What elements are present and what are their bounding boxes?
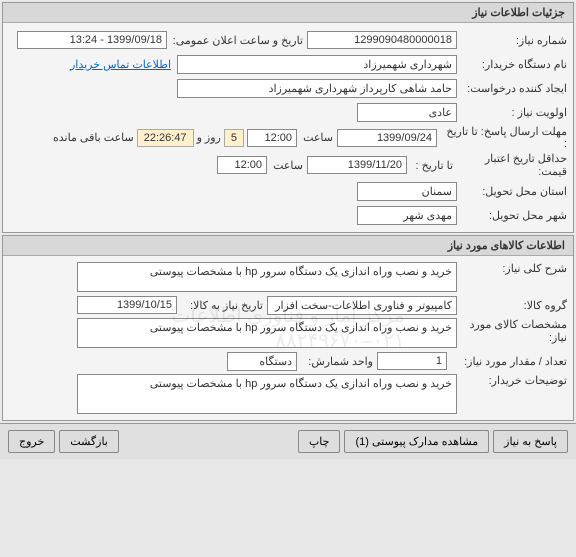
deadline-date: 1399/09/24 <box>337 129 437 147</box>
qty-label: تعداد / مقدار مورد نیاز: <box>447 355 567 368</box>
priority-value: عادی <box>357 103 457 122</box>
goods-info-title: اطلاعات کالاهای مورد نیاز <box>3 236 573 256</box>
buyer-notes-label: توضیحات خریدار: <box>457 374 567 387</box>
priority-label: اولویت نیاز : <box>457 106 567 119</box>
respond-button[interactable]: پاسخ به نیاز <box>493 430 568 453</box>
public-announce-label: تاریخ و ساعت اعلان عمومی: <box>167 34 307 47</box>
general-desc-label: شرح کلی نیاز: <box>457 262 567 275</box>
days-remain-mid: روز و <box>197 131 221 144</box>
delivery-city-label: شهر محل تحویل: <box>457 209 567 222</box>
deadline-time: 12:00 <box>247 129 297 147</box>
view-docs-button[interactable]: مشاهده مدارک پیوستی (1) <box>344 430 489 453</box>
exit-button[interactable]: خروج <box>8 430 55 453</box>
requester-label: ایجاد کننده درخواست: <box>457 82 567 95</box>
need-to-date-label: تاریخ نیاز به کالا: <box>177 299 267 312</box>
need-number-label: شماره نیاز: <box>457 34 567 47</box>
general-desc-value: خرید و نصب وراه اندازی یک دستگاه سرور hp… <box>77 262 457 292</box>
min-validity-time: 12:00 <box>217 156 267 174</box>
public-announce-value: 1399/09/18 - 13:24 <box>17 31 167 49</box>
back-button[interactable]: بازگشت <box>59 430 119 453</box>
min-validity-date: 1399/11/20 <box>307 156 407 174</box>
goods-group-value: کامپیوتر و فناوری اطلاعات-سخت افزار <box>267 296 457 315</box>
time-label-1: ساعت <box>297 131 337 144</box>
button-bar: پاسخ به نیاز مشاهده مدارک پیوستی (1) چاپ… <box>0 423 576 459</box>
min-validity-label: حداقل تاریخ اعتبار قیمت: <box>457 152 567 178</box>
need-info-panel: جزئیات اطلاعات نیاز شماره نیاز: 12990904… <box>2 2 574 233</box>
delivery-province-label: استان محل تحویل: <box>457 185 567 198</box>
qty-value: 1 <box>377 352 447 370</box>
days-remain-num: 5 <box>224 129 244 147</box>
deadline-label: مهلت ارسال پاسخ: تا تاریخ : <box>437 125 567 150</box>
min-validity-to: تا تاریخ : <box>407 159 457 172</box>
time-label-2: ساعت <box>267 159 307 172</box>
buyer-contact-link[interactable]: اطلاعات تماس خریدار <box>70 58 177 71</box>
unit-label: واحد شمارش: <box>297 355 377 368</box>
need-number-value: 1299090480000018 <box>307 31 457 49</box>
delivery-city-value: مهدی شهر <box>357 206 457 225</box>
unit-value: دستگاه <box>227 352 297 371</box>
buyer-org-label: نام دستگاه خریدار: <box>457 58 567 71</box>
buyer-org-value: شهرداری شهمیرزاد <box>177 55 457 74</box>
delivery-province-value: سمنان <box>357 182 457 201</box>
need-to-date-value: 1399/10/15 <box>77 296 177 314</box>
days-remain-suffix: ساعت باقی مانده <box>53 131 134 144</box>
days-remain-time: 22:26:47 <box>137 129 194 147</box>
spec-label: مشخصات کالای مورد نیاز: <box>457 318 567 344</box>
need-info-title: جزئیات اطلاعات نیاز <box>3 3 573 23</box>
print-button[interactable]: چاپ <box>298 430 341 453</box>
goods-info-panel: اطلاعات کالاهای مورد نیاز شرح کلی نیاز: … <box>2 235 574 421</box>
spec-value: خرید و نصب وراه اندازی یک دستگاه سرور hp… <box>77 318 457 348</box>
requester-value: حامد شاهی کارپرداز شهرداری شهمیرزاد <box>177 79 457 98</box>
goods-group-label: گروه کالا: <box>457 299 567 312</box>
buyer-notes-value: خرید و نصب وراه اندازی یک دستگاه سرور hp… <box>77 374 457 414</box>
